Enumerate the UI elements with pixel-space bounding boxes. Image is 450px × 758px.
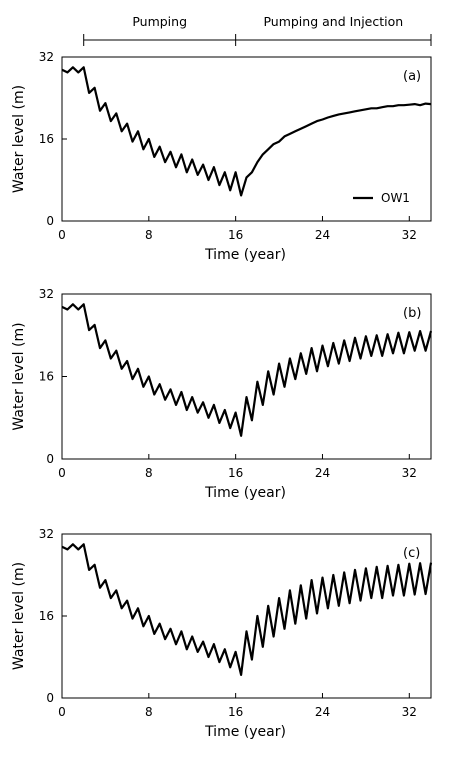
plot-frame	[61, 533, 432, 699]
y-tick-label-16: 16	[39, 132, 54, 146]
x-tick-label-24: 24	[315, 466, 330, 480]
phase-label-pumping-and-injection: Pumping and Injection	[263, 14, 403, 29]
phase-bracket: Pumping Pumping and Injection	[83, 14, 432, 46]
legend: OW1	[353, 191, 410, 205]
panel-label: (c)	[403, 546, 420, 561]
chart-panel-b: (b) Time (year) Water level (m) 0 8 16 24 32…	[11, 287, 433, 501]
x-axis-title: Time (year)	[204, 724, 286, 740]
series-line-ow1	[61, 303, 433, 437]
x-axis-title: Time (year)	[204, 247, 286, 263]
y-tick-label-16: 16	[39, 609, 54, 623]
x-tick-label-8: 8	[145, 466, 153, 480]
x-tick-label-8: 8	[145, 228, 153, 242]
y-axis-title: Water level (m)	[11, 322, 27, 430]
x-tick-label-8: 8	[145, 705, 153, 719]
x-tick-label-32: 32	[402, 705, 417, 719]
y-axis-title: Water level (m)	[11, 562, 27, 670]
panel-label: (b)	[403, 306, 421, 321]
y-tick-label-0: 0	[46, 691, 54, 705]
x-tick-label-16: 16	[228, 705, 243, 719]
x-tick-label-16: 16	[228, 466, 243, 480]
x-tick-label-0: 0	[58, 705, 66, 719]
y-tick-label-16: 16	[39, 370, 54, 384]
x-tick-label-32: 32	[402, 228, 417, 242]
plot-frame	[61, 56, 432, 222]
y-tick-label-32: 32	[39, 287, 54, 301]
y-tick-label-0: 0	[46, 452, 54, 466]
y-tick-label-0: 0	[46, 214, 54, 228]
x-tick-label-32: 32	[402, 466, 417, 480]
x-tick-label-0: 0	[58, 466, 66, 480]
chart-panel-c: (c) Time (year) Water level (m) 0 8 16 24 32…	[11, 527, 433, 740]
y-tick-label-32: 32	[39, 527, 54, 541]
x-tick-label-24: 24	[315, 228, 330, 242]
phase-label-pumping: Pumping	[132, 14, 187, 29]
x-tick-label-24: 24	[315, 705, 330, 719]
series-line-ow1	[61, 543, 433, 676]
x-axis-title: Time (year)	[204, 485, 286, 501]
chart-panel-a: (a) Time (year) Water level (m) OW1 0 8 16…	[11, 50, 432, 263]
x-tick-label-0: 0	[58, 228, 66, 242]
series-line-ow1	[61, 66, 432, 197]
x-tick-label-16: 16	[228, 228, 243, 242]
legend-label-ow1: OW1	[381, 191, 410, 205]
y-tick-label-32: 32	[39, 50, 54, 64]
panel-label: (a)	[403, 69, 421, 84]
y-axis-title: Water level (m)	[11, 85, 27, 193]
plot-frame	[61, 293, 432, 460]
